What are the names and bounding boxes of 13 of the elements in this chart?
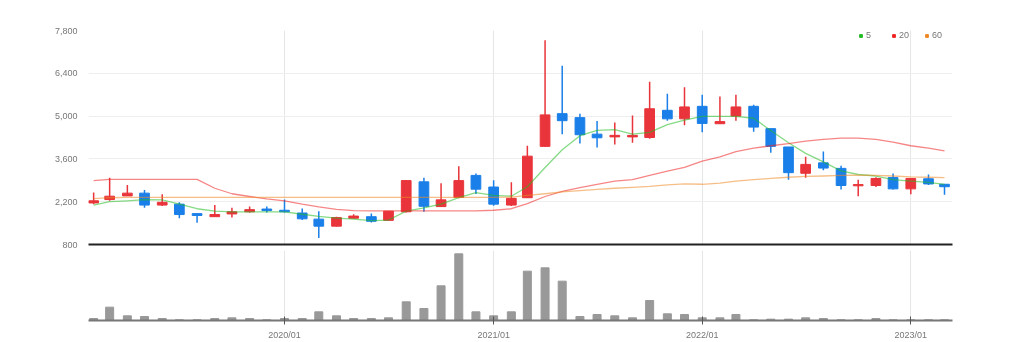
y-tick-label: 800 [62,239,78,250]
x-tick-label: 2022/01 [685,329,719,340]
legend-label: 60 [932,30,943,40]
y-tick-label: 3,600 [54,153,78,164]
legend-label: 5 [866,30,872,40]
x-tick-label: 2021/01 [477,329,510,340]
y-tick-label: 7,800 [54,25,78,36]
x-tick-label: 2020/01 [268,329,301,340]
x-tick-label: 2023/01 [894,329,928,340]
y-tick-label: 5,000 [54,111,78,122]
legend-label: 20 [899,30,910,40]
y-tick-label: 2,200 [54,196,78,207]
y-tick-label: 6,400 [54,68,78,79]
